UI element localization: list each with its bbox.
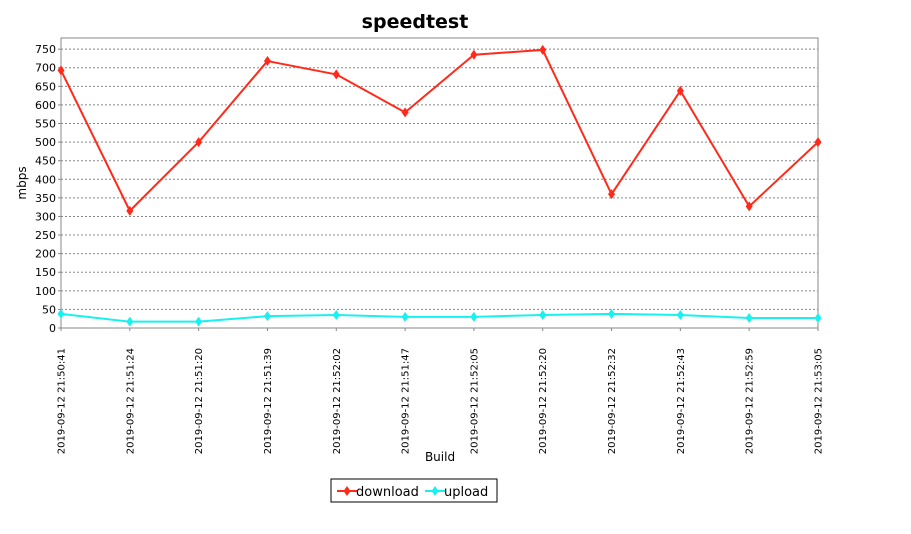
data-point-download bbox=[608, 189, 616, 200]
data-point-download bbox=[126, 205, 134, 216]
x-tick-label: 2019-09-12 21:52:43 bbox=[676, 348, 687, 454]
data-point-upload bbox=[814, 312, 822, 323]
data-point-download bbox=[539, 44, 547, 55]
data-point-upload bbox=[57, 308, 65, 319]
data-point-download bbox=[263, 56, 271, 67]
data-point-download bbox=[745, 201, 753, 212]
y-tick-label: 300 bbox=[35, 210, 56, 223]
data-point-download bbox=[470, 49, 478, 60]
data-point-upload bbox=[332, 309, 340, 320]
chart-title: speedtest bbox=[362, 11, 469, 33]
y-tick-label: 450 bbox=[35, 155, 56, 168]
y-axis-ticks: 0 50 100 150 200 250 300 350 400 450 500 550 600 650 7… bbox=[35, 43, 61, 335]
legend-label-download: download bbox=[356, 485, 419, 500]
legend-marker-upload bbox=[431, 486, 439, 496]
y-tick-label: 0 bbox=[49, 322, 56, 335]
series-download bbox=[57, 44, 822, 216]
data-point-upload bbox=[126, 316, 134, 327]
y-tick-label: 550 bbox=[35, 118, 56, 131]
legend-box bbox=[330, 478, 498, 503]
y-axis-label: mbps bbox=[15, 166, 29, 199]
data-point-upload bbox=[470, 311, 478, 322]
data-point-download bbox=[676, 85, 684, 96]
legend: download upload bbox=[330, 478, 498, 503]
data-point-download bbox=[57, 65, 65, 76]
y-tick-label: 400 bbox=[35, 173, 56, 186]
y-tick-label: 250 bbox=[35, 229, 56, 242]
series-line-download bbox=[60, 48, 819, 212]
x-axis-label: Build bbox=[425, 450, 455, 464]
x-tick-label: 2019-09-12 21:52:20 bbox=[538, 348, 549, 454]
y-tick-label: 200 bbox=[35, 248, 56, 261]
y-tick-label: 700 bbox=[35, 62, 56, 75]
y-tick-label: 350 bbox=[35, 192, 56, 205]
data-point-upload bbox=[195, 316, 203, 327]
y-tick-label: 600 bbox=[35, 99, 56, 112]
legend-marker-download bbox=[343, 486, 351, 496]
x-tick-label: 2019-09-12 21:52:59 bbox=[745, 348, 756, 454]
x-tick-label: 2019-09-12 21:51:39 bbox=[263, 348, 274, 454]
x-tick-label: 2019-09-12 21:50:41 bbox=[57, 348, 68, 454]
x-tick-label: 2019-09-12 21:52:05 bbox=[469, 348, 480, 454]
series-group bbox=[57, 44, 822, 327]
data-point-download bbox=[332, 69, 340, 80]
data-point-upload bbox=[539, 309, 547, 320]
y-tick-label: 750 bbox=[35, 43, 56, 56]
x-tick-label: 2019-09-12 21:51:24 bbox=[125, 348, 136, 454]
data-point-upload bbox=[401, 311, 409, 322]
y-tick-label: 100 bbox=[35, 285, 56, 298]
x-tick-label: 2019-09-12 21:52:32 bbox=[607, 348, 618, 454]
x-tick-label: 2019-09-12 21:53:05 bbox=[814, 348, 825, 454]
data-point-download bbox=[814, 137, 822, 148]
x-tick-label: 2019-09-12 21:51:20 bbox=[194, 348, 205, 454]
series-line-upload bbox=[60, 312, 818, 323]
y-tick-label: 500 bbox=[35, 136, 56, 149]
plot-area bbox=[60, 37, 819, 329]
y-tick-label: 50 bbox=[42, 303, 56, 316]
data-point-upload bbox=[676, 309, 684, 320]
y-tick-label: 150 bbox=[35, 266, 56, 279]
data-point-download bbox=[195, 137, 203, 148]
x-tick-label: 2019-09-12 21:51:47 bbox=[401, 348, 412, 454]
x-tick-label: 2019-09-12 21:52:02 bbox=[332, 348, 343, 454]
series-upload bbox=[57, 308, 822, 327]
data-point-upload bbox=[745, 312, 753, 323]
data-point-upload bbox=[608, 308, 616, 319]
data-point-download bbox=[401, 107, 409, 118]
legend-label-upload: upload bbox=[444, 485, 488, 500]
x-axis-ticks: 2019-09-12 21:50:41 2019-09-12 21:51:24 20… bbox=[57, 328, 825, 454]
data-point-upload bbox=[263, 311, 271, 322]
y-tick-label: 650 bbox=[35, 80, 56, 93]
